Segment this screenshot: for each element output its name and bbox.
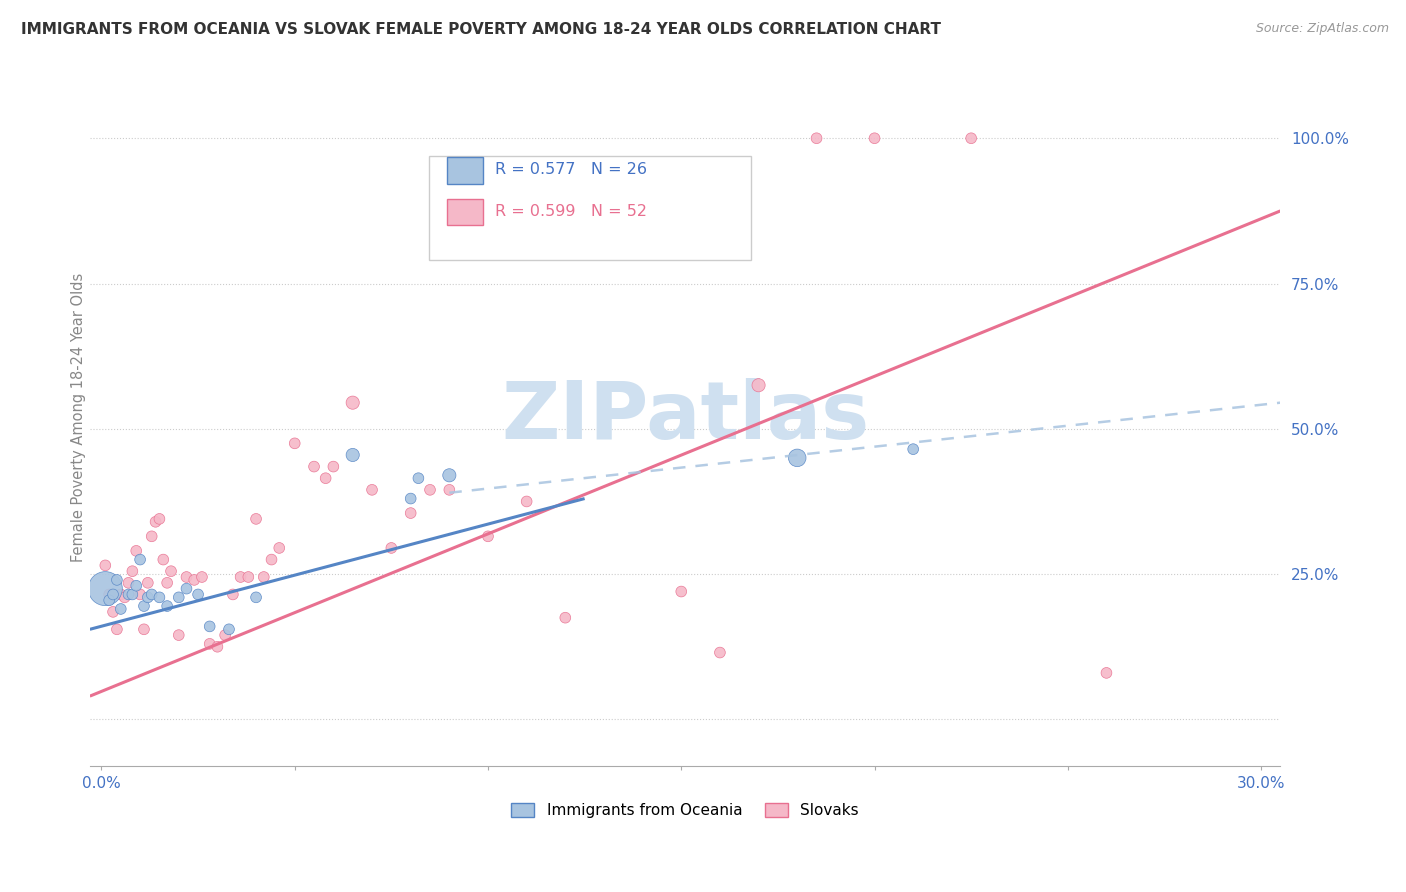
Point bbox=[187, 587, 209, 601]
Point bbox=[125, 544, 148, 558]
Point bbox=[439, 468, 461, 483]
Point bbox=[156, 599, 179, 613]
Point bbox=[1095, 665, 1118, 680]
FancyBboxPatch shape bbox=[429, 156, 751, 260]
Point bbox=[101, 587, 124, 601]
Point bbox=[101, 605, 124, 619]
Point bbox=[176, 582, 198, 596]
Point bbox=[110, 587, 132, 601]
FancyBboxPatch shape bbox=[447, 157, 482, 184]
Point bbox=[748, 378, 770, 392]
Point bbox=[191, 570, 214, 584]
Point bbox=[94, 558, 117, 573]
Point bbox=[207, 640, 229, 654]
Point bbox=[439, 483, 461, 497]
Point bbox=[129, 587, 152, 601]
Point bbox=[516, 494, 538, 508]
Point bbox=[322, 459, 344, 474]
Point bbox=[156, 575, 179, 590]
Legend: Immigrants from Oceania, Slovaks: Immigrants from Oceania, Slovaks bbox=[505, 797, 865, 824]
Point bbox=[160, 564, 183, 578]
Point bbox=[132, 622, 155, 636]
Point bbox=[229, 570, 252, 584]
FancyBboxPatch shape bbox=[447, 199, 482, 226]
Point bbox=[136, 591, 159, 605]
Point bbox=[198, 637, 221, 651]
Point bbox=[399, 491, 422, 506]
Point bbox=[901, 442, 924, 457]
Point bbox=[284, 436, 307, 450]
Point bbox=[148, 512, 170, 526]
Point bbox=[94, 582, 117, 596]
Point bbox=[361, 483, 384, 497]
Point bbox=[121, 564, 143, 578]
Point bbox=[863, 131, 886, 145]
Point bbox=[167, 591, 190, 605]
Point bbox=[554, 610, 576, 624]
Point bbox=[148, 591, 170, 605]
Point bbox=[806, 131, 828, 145]
Text: R = 0.599   N = 52: R = 0.599 N = 52 bbox=[495, 204, 647, 219]
Point bbox=[141, 587, 163, 601]
Point bbox=[98, 593, 121, 607]
Point bbox=[253, 570, 276, 584]
Point bbox=[960, 131, 983, 145]
Point bbox=[183, 573, 205, 587]
Point bbox=[786, 450, 808, 465]
Text: IMMIGRANTS FROM OCEANIA VS SLOVAK FEMALE POVERTY AMONG 18-24 YEAR OLDS CORRELATI: IMMIGRANTS FROM OCEANIA VS SLOVAK FEMALE… bbox=[21, 22, 941, 37]
Point bbox=[260, 552, 283, 566]
Point bbox=[302, 459, 325, 474]
Point bbox=[167, 628, 190, 642]
Point bbox=[245, 591, 267, 605]
Point bbox=[152, 552, 174, 566]
Point bbox=[408, 471, 430, 485]
Point bbox=[132, 599, 155, 613]
Text: Source: ZipAtlas.com: Source: ZipAtlas.com bbox=[1256, 22, 1389, 36]
Point bbox=[671, 584, 693, 599]
Point bbox=[218, 622, 240, 636]
Point bbox=[105, 622, 128, 636]
Point bbox=[117, 587, 139, 601]
Point bbox=[709, 646, 731, 660]
Point bbox=[214, 628, 236, 642]
Text: ZIPatlas: ZIPatlas bbox=[501, 378, 869, 456]
Point bbox=[121, 587, 143, 601]
Point bbox=[125, 579, 148, 593]
Point bbox=[114, 591, 136, 605]
Point bbox=[399, 506, 422, 520]
Point bbox=[136, 575, 159, 590]
Point bbox=[342, 395, 364, 409]
Point bbox=[105, 573, 128, 587]
Y-axis label: Female Poverty Among 18-24 Year Olds: Female Poverty Among 18-24 Year Olds bbox=[72, 273, 86, 562]
Point bbox=[245, 512, 267, 526]
Point bbox=[141, 529, 163, 543]
Point bbox=[145, 515, 167, 529]
Point bbox=[117, 575, 139, 590]
Point bbox=[176, 570, 198, 584]
Point bbox=[477, 529, 499, 543]
Point bbox=[129, 552, 152, 566]
Point bbox=[419, 483, 441, 497]
Point bbox=[315, 471, 337, 485]
Point bbox=[98, 587, 121, 601]
Point bbox=[198, 619, 221, 633]
Point bbox=[110, 602, 132, 616]
Point bbox=[342, 448, 364, 462]
Point bbox=[222, 587, 245, 601]
Point bbox=[380, 541, 402, 555]
Text: R = 0.577   N = 26: R = 0.577 N = 26 bbox=[495, 162, 647, 178]
Point bbox=[269, 541, 291, 555]
Point bbox=[238, 570, 260, 584]
